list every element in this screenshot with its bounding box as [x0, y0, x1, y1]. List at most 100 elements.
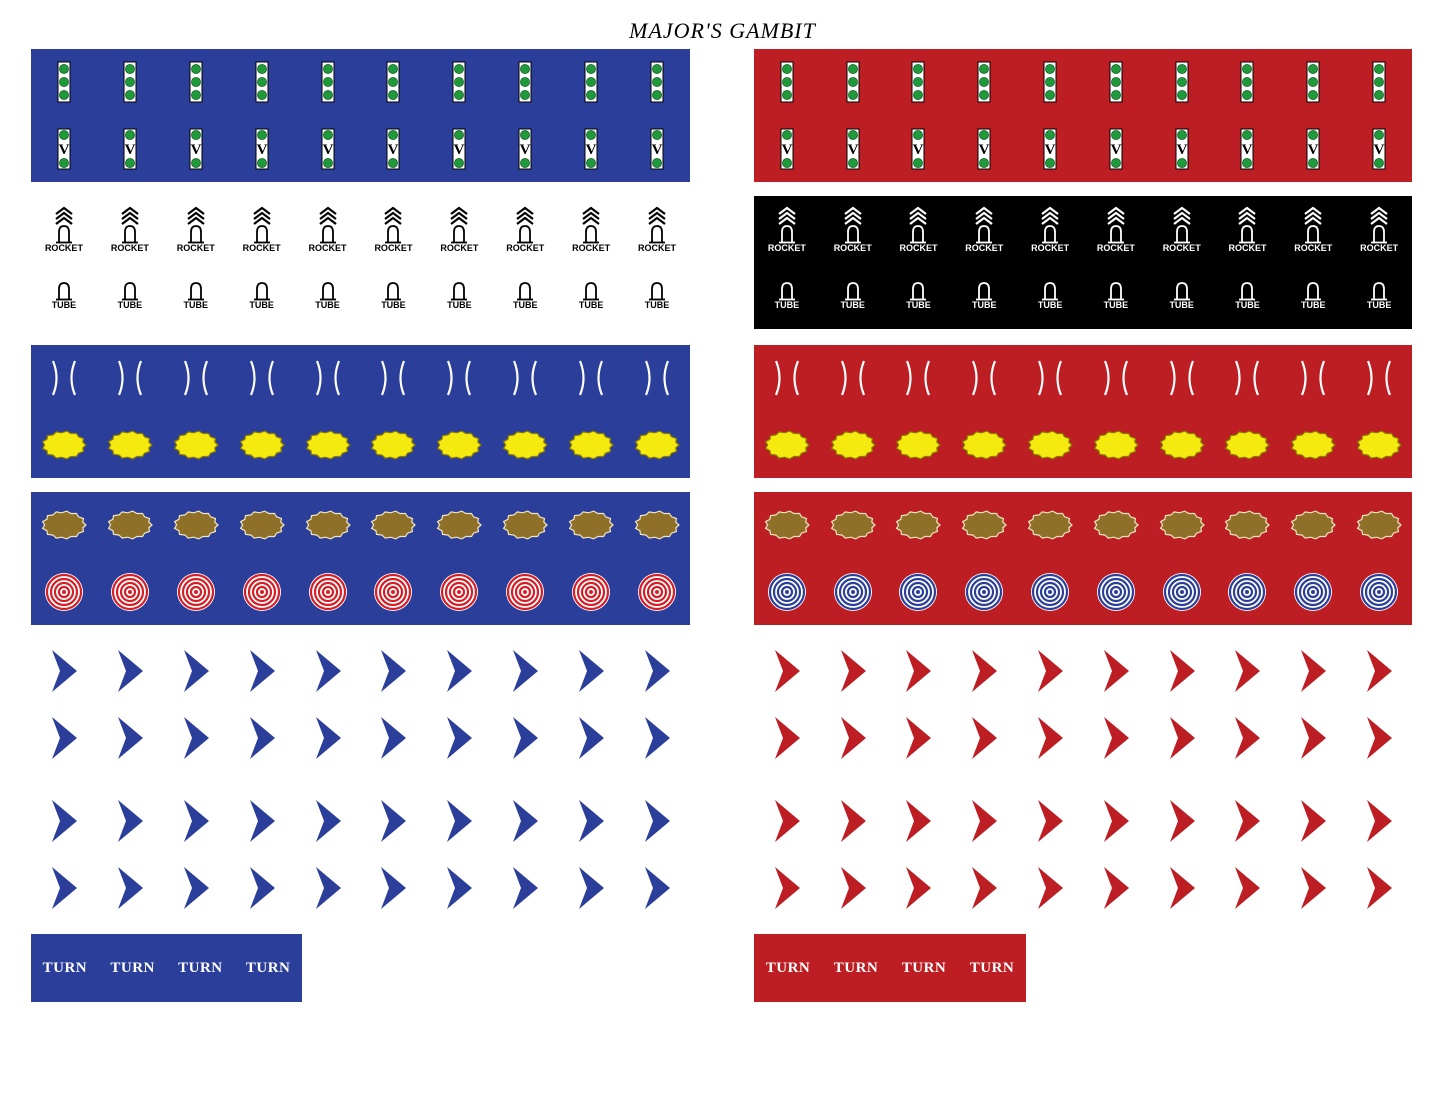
chevron-counter [361, 788, 427, 854]
tube-counter: TUBE [624, 263, 690, 329]
chevron-counter [163, 705, 229, 771]
chevron-icon [906, 650, 932, 692]
tube-icon [187, 282, 204, 301]
tube-icon [1239, 282, 1256, 301]
turn-marker: TURN [901, 959, 947, 976]
tube-counter: TUBE [820, 263, 886, 329]
rocket-icon [516, 206, 534, 243]
tube-label: TUBE [183, 300, 208, 310]
yellow-blast-icon [503, 429, 549, 460]
target-counter [426, 559, 492, 625]
yellow-blast-icon [239, 429, 285, 460]
chevron-icon [1169, 716, 1195, 759]
veteran-unit-icon: V [911, 128, 925, 169]
chevron-counter [163, 855, 229, 921]
rocket-counter: ROCKET [1017, 196, 1083, 262]
chevron-icon [447, 800, 473, 842]
chevron-counter [295, 855, 361, 921]
tube-icon [910, 282, 927, 301]
veteran-unit-counter: V [754, 116, 820, 182]
chevron-counter [624, 705, 690, 771]
rocket-icon [648, 206, 666, 243]
unit-counter [229, 49, 295, 115]
veteran-unit-icon: V [452, 128, 466, 169]
chevron-counter [754, 788, 820, 854]
chevron-icon [972, 800, 998, 842]
chevron-icon [249, 866, 275, 909]
tube-counter: TUBE [492, 263, 558, 329]
chevron-counter [31, 855, 97, 921]
yellow-blast-icon [437, 429, 483, 460]
tube-label: TUBE [644, 300, 670, 310]
chevron-icon [645, 716, 671, 759]
tube-icon [517, 282, 534, 301]
chevron-counter [886, 855, 952, 921]
unit-icon [780, 61, 794, 103]
bracket-counter [624, 345, 690, 411]
tube-label: TUBE [315, 300, 340, 310]
brown-blast-icon [305, 510, 351, 540]
chevron-counter [426, 705, 492, 771]
red-turn-markers: TURN TURN TURN TURN [754, 934, 1026, 1002]
red-blast-counters [754, 345, 1412, 478]
yellow-blast-counter [558, 412, 624, 478]
chevron-icon [51, 866, 77, 909]
unit-counter [97, 49, 163, 115]
chevron-counter [492, 855, 558, 921]
brown-blast-counter [624, 492, 690, 558]
target-icon [374, 572, 413, 611]
veteran-mark: V [322, 142, 333, 158]
brown-blast-icon [634, 510, 680, 540]
bracket-icon [381, 360, 406, 396]
chevron-counter [97, 855, 163, 921]
rocket-label: ROCKET [374, 242, 413, 253]
veteran-unit-icon: V [650, 128, 664, 169]
blue-target-band [31, 492, 690, 625]
rocket-icon [252, 206, 271, 243]
bracket-icon [447, 360, 472, 396]
chevron-counter [492, 638, 558, 704]
veteran-mark: V [781, 142, 792, 158]
target-counter [1215, 559, 1281, 625]
chevron-icon [381, 866, 407, 909]
target-counter [1280, 559, 1346, 625]
rocket-label: ROCKET [308, 242, 347, 253]
rocket-counter: ROCKET [229, 196, 295, 262]
veteran-mark: V [256, 142, 267, 158]
yellow-blast-counter [229, 412, 295, 478]
chevron-counter [1215, 788, 1281, 854]
bracket-counter [558, 345, 624, 411]
chevron-icon [1235, 716, 1261, 759]
rocket-counter: ROCKET [295, 196, 361, 262]
blue-target-counters [31, 492, 690, 625]
chevron-icon [774, 650, 800, 692]
chevron-counter [558, 788, 624, 854]
chevron-counter [1215, 638, 1281, 704]
chevron-icon [315, 650, 341, 692]
brown-blast-icon [764, 510, 810, 540]
target-counter [163, 559, 229, 625]
target-icon [899, 572, 938, 611]
chevron-icon [315, 800, 341, 842]
tube-counter: TUBE [1280, 263, 1346, 329]
bracket-counter [492, 345, 558, 411]
rocket-label: ROCKET [1031, 242, 1070, 253]
brown-blast-icon [962, 510, 1008, 540]
brown-blast-counter [426, 492, 492, 558]
brown-blast-counter [558, 492, 624, 558]
unit-icon [386, 61, 400, 103]
veteran-unit-counter: V [886, 116, 952, 182]
veteran-unit-counter: V [1149, 116, 1215, 182]
chevron-counter [31, 638, 97, 704]
chevron-icon [183, 866, 209, 909]
tube-label: TUBE [1169, 300, 1194, 310]
target-counter [820, 559, 886, 625]
chevron-icon [579, 650, 605, 692]
chevron-icon [972, 716, 998, 759]
veteran-mark: V [388, 142, 399, 158]
brown-blast-counter [1083, 492, 1149, 558]
tube-label: TUBE [1103, 300, 1129, 310]
bracket-counter [1346, 345, 1412, 411]
